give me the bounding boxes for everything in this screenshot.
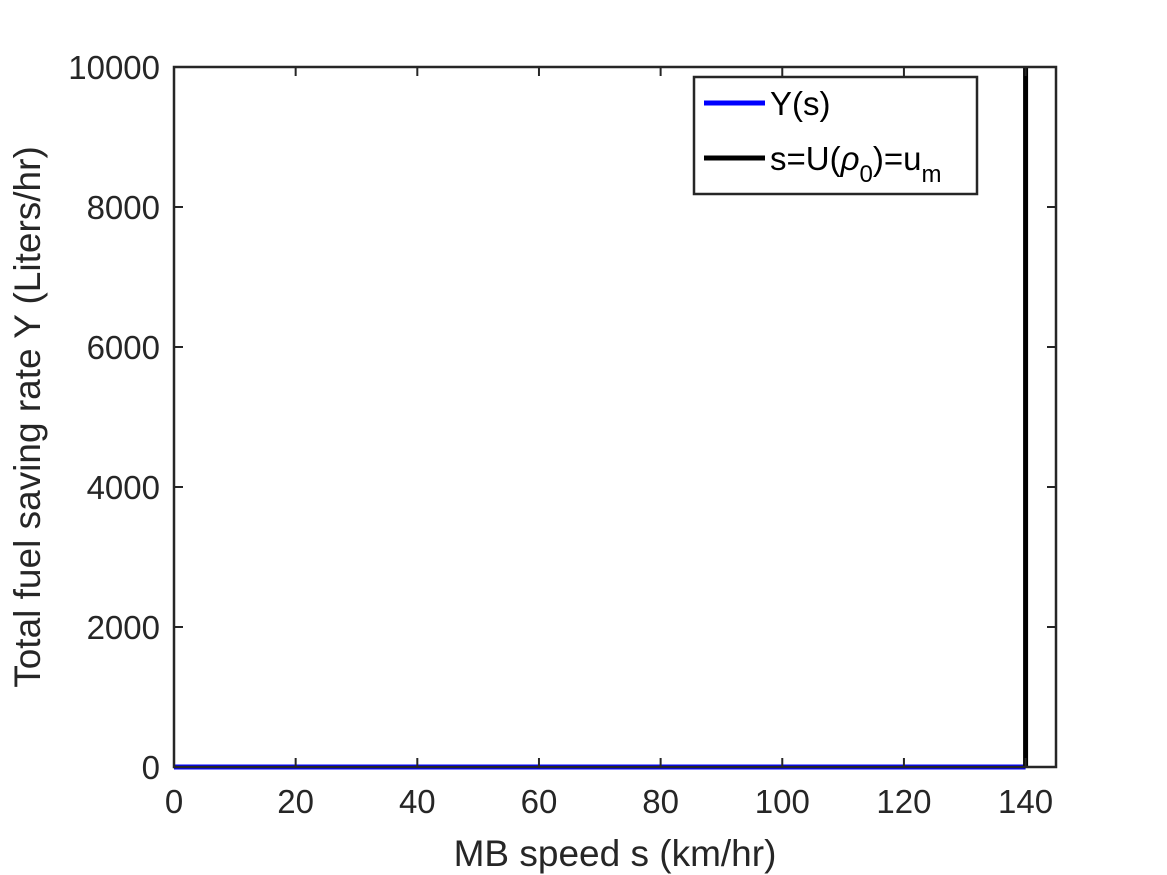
x-axis-label: MB speed s (km/hr) — [454, 833, 777, 874]
legend-um-rho: ρ — [840, 140, 860, 177]
y-tick-label: 8000 — [87, 189, 160, 226]
x-tick-label: 120 — [876, 783, 931, 820]
y-tick-label: 4000 — [87, 469, 160, 506]
legend: Y(s) s=U(ρ0)=um — [692, 75, 979, 196]
x-tick-label: 60 — [521, 783, 558, 820]
y-tick-label: 6000 — [87, 329, 160, 366]
legend-um-middle: )=u — [873, 140, 922, 177]
y-tick-label: 0 — [142, 749, 160, 786]
x-tick-label: 20 — [277, 783, 314, 820]
legend-label-ys: Y(s) — [770, 85, 831, 122]
y-tick-label: 2000 — [87, 609, 160, 646]
legend-um-rho-sub: 0 — [860, 161, 873, 188]
legend-um-sub: m — [921, 161, 941, 188]
legend-um-prefix: s=U( — [770, 140, 841, 177]
x-tick-label: 40 — [399, 783, 436, 820]
y-tick-label: 10000 — [68, 49, 160, 86]
axes-box — [172, 65, 1058, 769]
y-axis-label: Total fuel saving rate Y (Liters/hr) — [7, 146, 48, 688]
x-tick-label: 140 — [998, 783, 1053, 820]
tick-layer: 0 20 40 60 80 100 120 140 0 2000 4000 6000 8000 10000 — [68, 49, 1056, 820]
x-tick-label: 100 — [755, 783, 810, 820]
legend-label-um: s=U(ρ0)=um — [770, 140, 941, 188]
x-tick-label: 0 — [165, 783, 183, 820]
x-tick-label: 80 — [642, 783, 679, 820]
legend-box — [692, 75, 979, 196]
